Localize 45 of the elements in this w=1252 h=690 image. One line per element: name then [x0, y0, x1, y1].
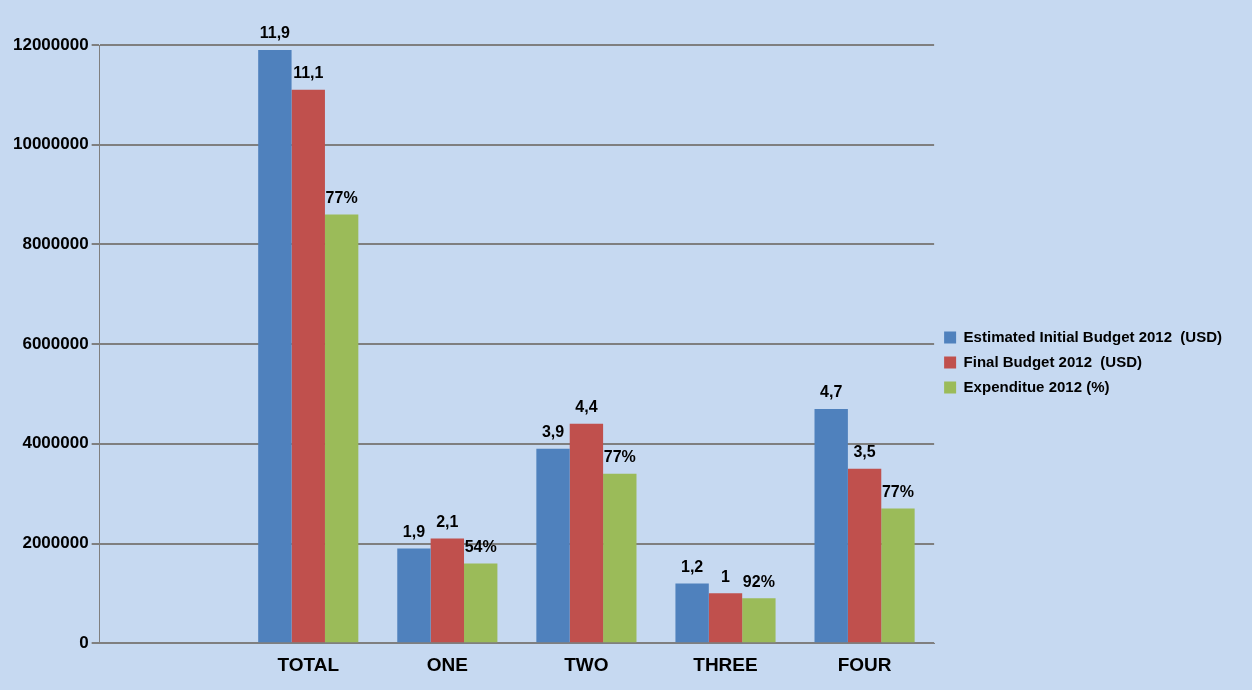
bar: [397, 548, 431, 643]
bar: [675, 583, 709, 643]
y-tick-label: 4000000: [22, 433, 89, 453]
bar: [881, 508, 915, 643]
bar: [324, 214, 359, 643]
annotation: 4,7: [820, 383, 843, 401]
bar: [291, 89, 325, 643]
annotation: 3,9: [541, 423, 565, 441]
x-tick-label: THREE: [693, 653, 758, 675]
annotation: 1,2: [680, 557, 704, 575]
annotation: 77%: [881, 483, 914, 501]
annotation: 1,9: [402, 522, 426, 540]
bar: [603, 473, 637, 643]
annotation: 1: [721, 567, 731, 585]
annotation: 77%: [603, 448, 636, 466]
y-tick-label: 0: [79, 632, 89, 652]
bar: [430, 538, 465, 643]
legend-label: Final Budget 2012 (USD): [963, 352, 1142, 370]
x-tick-label: ONE: [426, 653, 468, 675]
annotation: 77%: [325, 188, 358, 206]
bar: [569, 423, 604, 643]
bar: [258, 49, 292, 643]
annotation: 4,4: [575, 398, 598, 416]
annotation: 92%: [742, 572, 775, 590]
y-tick-label: 8000000: [22, 234, 89, 254]
bar: [464, 563, 498, 643]
text: 11,9: [259, 24, 291, 42]
x-tick-label: TWO: [564, 653, 609, 675]
annotation: 11,1: [293, 64, 324, 82]
y-tick-label: 12000000: [13, 34, 89, 54]
y-tick-label: 6000000: [22, 333, 89, 353]
x-tick-label: FOUR: [837, 653, 892, 675]
bar: [814, 408, 848, 643]
annotation: 3,5: [853, 443, 876, 461]
bar: [536, 448, 570, 643]
bar: [847, 468, 882, 643]
bar: [742, 598, 776, 643]
legend-label: Estimated Initial Budget 2012 (USD): [963, 327, 1223, 345]
bar: [708, 593, 743, 643]
x-tick-label: TOTAL: [277, 653, 340, 675]
annotation: 2,1: [436, 512, 459, 530]
legend-label: Expenditue 2012 (%): [963, 377, 1110, 395]
y-tick-label: 2000000: [22, 533, 89, 553]
annotation: 54%: [464, 537, 497, 555]
y-tick-label: 10000000: [13, 134, 89, 154]
